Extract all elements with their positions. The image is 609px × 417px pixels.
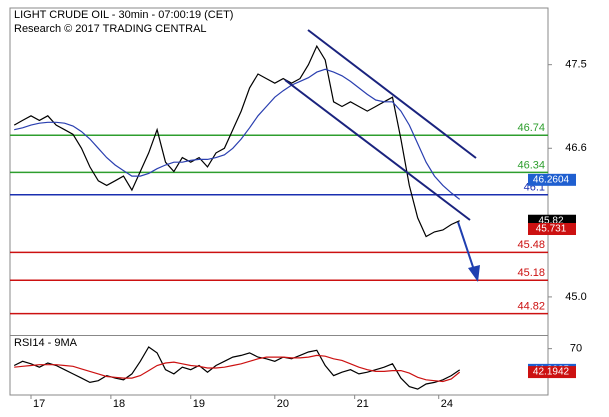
rsi-y-tick-label: 70 xyxy=(570,343,582,355)
rsi-label: RSI14 - 9MA xyxy=(14,337,78,349)
price-box xyxy=(528,366,576,379)
y-tick-label: 47.5 xyxy=(565,59,586,71)
arrow-head xyxy=(468,265,480,282)
level-label: 46.34 xyxy=(517,159,545,171)
chart-subtitle: Research © 2017 TRADING CENTRAL xyxy=(14,23,207,35)
price-box xyxy=(528,173,576,186)
price-line xyxy=(13,44,460,238)
x-tick-label: 21 xyxy=(357,398,369,410)
price-box-label: 45.82 xyxy=(538,215,563,226)
x-tick-label: 19 xyxy=(193,398,205,410)
forecast-arrow xyxy=(457,221,475,271)
x-tick-label: 17 xyxy=(33,398,45,410)
rsi-line xyxy=(13,346,461,390)
chart-title: LIGHT CRUDE OIL - 30min - 07:00:19 (CET) xyxy=(14,9,233,21)
price-box-label: 46.2604 xyxy=(533,174,570,185)
level-label: 45.48 xyxy=(517,239,545,251)
y-tick-label: 45.0 xyxy=(565,291,586,303)
level-label: 45.18 xyxy=(517,267,545,279)
rsi-ma-line xyxy=(14,354,461,383)
price-box xyxy=(528,223,576,236)
x-tick-label: 18 xyxy=(113,398,125,410)
channel-lower xyxy=(284,79,471,221)
level-label: 44.82 xyxy=(517,301,545,313)
price-box-label: 45.731 xyxy=(536,224,567,235)
channel-upper xyxy=(307,29,477,159)
ma-line xyxy=(14,68,461,200)
price-box-label: 42.1942 xyxy=(533,367,570,378)
y-tick-label: 46.6 xyxy=(565,142,586,154)
x-tick-label: 20 xyxy=(277,398,289,410)
level-label: 46.74 xyxy=(517,122,545,134)
plot-layer: 46.7446.3446.145.4845.1844.8245.046.647.… xyxy=(10,44,587,410)
x-tick-label: 24 xyxy=(441,398,453,410)
plot-frame xyxy=(9,7,549,396)
